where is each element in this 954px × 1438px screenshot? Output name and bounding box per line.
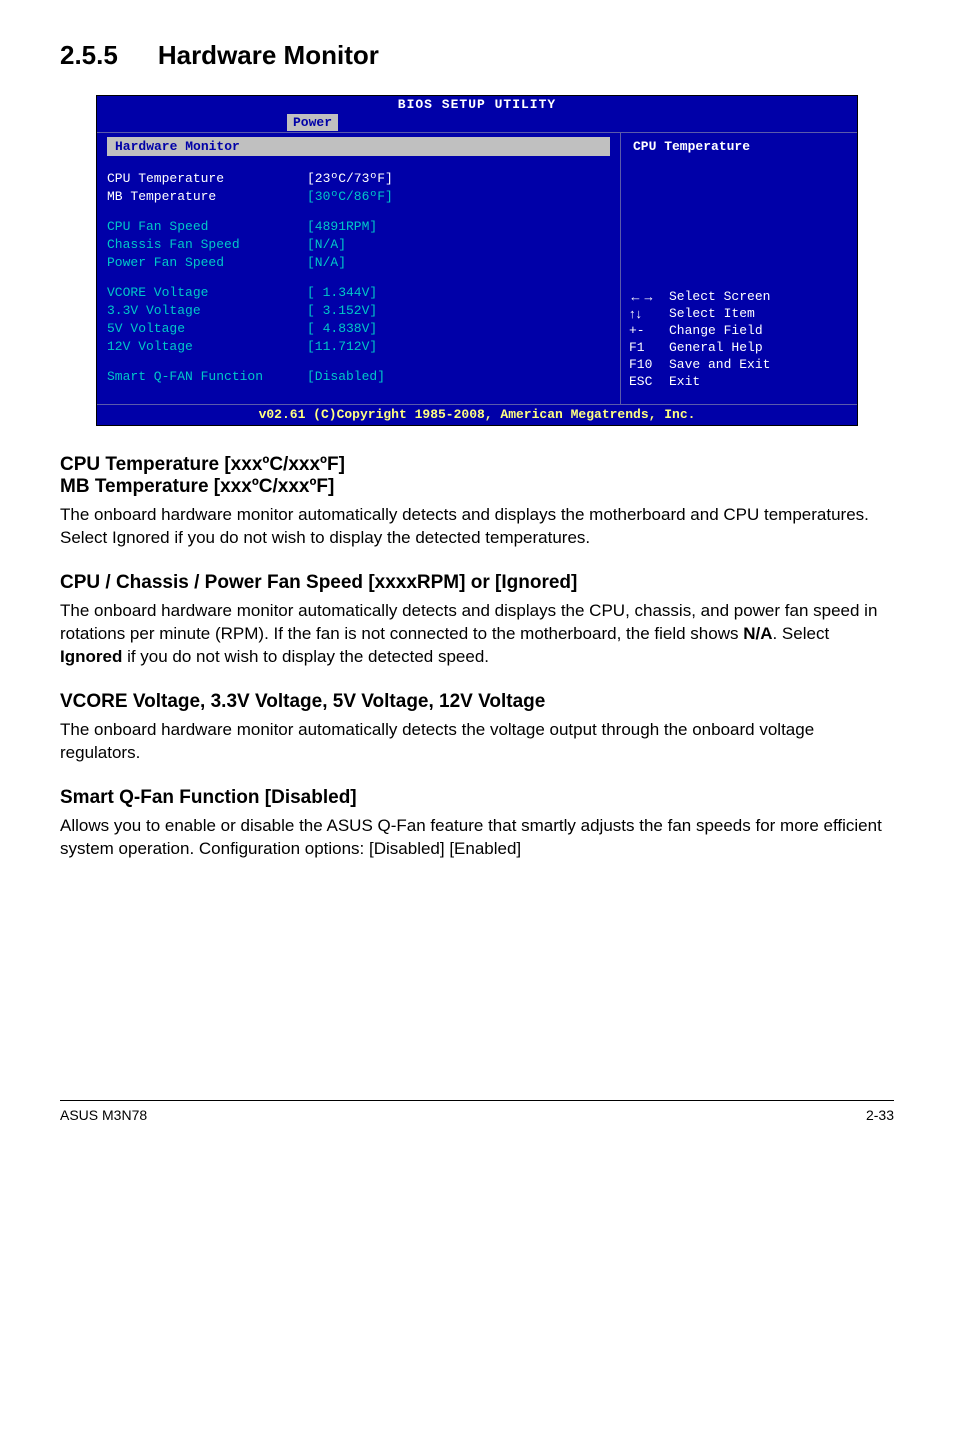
bios-value: [ 1.344V]: [307, 284, 377, 302]
bios-nav-row: +- Change Field: [629, 322, 849, 339]
bios-value: [ 3.152V]: [307, 302, 377, 320]
paragraph-temperatures: The onboard hardware monitor automatical…: [60, 504, 894, 550]
bios-label: Power Fan Speed: [107, 254, 307, 272]
bios-main-panel: Hardware Monitor CPU Temperature [23ºC/7…: [97, 133, 620, 404]
bios-row-cpu-temp[interactable]: CPU Temperature [23ºC/73ºF]: [107, 170, 610, 188]
bios-nav-row: ←→ Select Screen: [629, 288, 849, 305]
bios-tab-row: Power: [97, 114, 857, 132]
bios-label: 5V Voltage: [107, 320, 307, 338]
footer-right: 2-33: [866, 1107, 894, 1123]
heading-qfan: Smart Q-Fan Function [Disabled]: [60, 787, 894, 809]
bios-value: [30ºC/86ºF]: [307, 188, 393, 206]
heading-cpu-temp: CPU Temperature [xxxºC/xxxºF]: [60, 454, 894, 476]
nav-key-icon: +-: [629, 322, 669, 339]
bios-footer: v02.61 (C)Copyright 1985-2008, American …: [97, 404, 857, 425]
nav-desc: Save and Exit: [669, 356, 770, 373]
bios-value: [ 4.838V]: [307, 320, 377, 338]
bios-help-panel: CPU Temperature ←→ Select Screen ↑↓ Sele…: [620, 133, 857, 404]
nav-key-icon: ←→: [629, 288, 669, 305]
bios-row-qfan[interactable]: Smart Q-FAN Function [Disabled]: [107, 368, 610, 386]
bios-tab-power[interactable]: Power: [287, 114, 338, 131]
heading-fan-speed: CPU / Chassis / Power Fan Speed [xxxxRPM…: [60, 572, 894, 594]
page-footer: ASUS M3N78 2-33: [60, 1100, 894, 1123]
bios-row-vcore[interactable]: VCORE Voltage [ 1.344V]: [107, 284, 610, 302]
bios-help-title: CPU Temperature: [629, 137, 849, 156]
section-title: Hardware Monitor: [158, 40, 379, 71]
bios-label: Smart Q-FAN Function: [107, 368, 307, 386]
bios-nav-row: F10 Save and Exit: [629, 356, 849, 373]
bios-value: [23ºC/73ºF]: [307, 170, 393, 188]
bios-title: BIOS SETUP UTILITY: [97, 97, 857, 112]
bios-row-power-fan[interactable]: Power Fan Speed [N/A]: [107, 254, 610, 272]
bios-row-mb-temp[interactable]: MB Temperature [30ºC/86ºF]: [107, 188, 610, 206]
bios-nav-row: F1 General Help: [629, 339, 849, 356]
bios-value: [N/A]: [307, 254, 346, 272]
bios-row-5v[interactable]: 5V Voltage [ 4.838V]: [107, 320, 610, 338]
nav-key-icon: F1: [629, 339, 669, 356]
nav-desc: Change Field: [669, 322, 763, 339]
bios-panel-header: Hardware Monitor: [107, 137, 610, 156]
nav-desc: Select Screen: [669, 288, 770, 305]
heading-voltages: VCORE Voltage, 3.3V Voltage, 5V Voltage,…: [60, 691, 894, 713]
bios-titlebar: BIOS SETUP UTILITY: [97, 96, 857, 114]
bios-row-cpu-fan[interactable]: CPU Fan Speed [4891RPM]: [107, 218, 610, 236]
nav-desc: Select Item: [669, 305, 755, 322]
nav-key-icon: ↑↓: [629, 305, 669, 322]
paragraph-voltages: The onboard hardware monitor automatical…: [60, 719, 894, 765]
bios-nav-row: ↑↓ Select Item: [629, 305, 849, 322]
paragraph-qfan: Allows you to enable or disable the ASUS…: [60, 815, 894, 861]
bios-row-3v3[interactable]: 3.3V Voltage [ 3.152V]: [107, 302, 610, 320]
footer-left: ASUS M3N78: [60, 1107, 147, 1123]
bios-row-12v[interactable]: 12V Voltage [11.712V]: [107, 338, 610, 356]
bios-row-chassis-fan[interactable]: Chassis Fan Speed [N/A]: [107, 236, 610, 254]
section-number: 2.5.5: [60, 40, 118, 71]
bios-nav-row: ESC Exit: [629, 373, 849, 390]
bios-value: [4891RPM]: [307, 218, 377, 236]
bios-nav-hints: ←→ Select Screen ↑↓ Select Item +- Chang…: [629, 288, 849, 390]
section-heading: 2.5.5 Hardware Monitor: [60, 40, 894, 71]
bios-label: CPU Fan Speed: [107, 218, 307, 236]
bios-window: BIOS SETUP UTILITY Power Hardware Monito…: [96, 95, 858, 426]
nav-key-icon: ESC: [629, 373, 669, 390]
heading-mb-temp: MB Temperature [xxxºC/xxxºF]: [60, 476, 894, 498]
bios-value: [Disabled]: [307, 368, 385, 386]
bios-label: CPU Temperature: [107, 170, 307, 188]
bios-value: [11.712V]: [307, 338, 377, 356]
bios-label: MB Temperature: [107, 188, 307, 206]
paragraph-fan-speed: The onboard hardware monitor automatical…: [60, 600, 894, 669]
bios-label: Chassis Fan Speed: [107, 236, 307, 254]
bios-label: 3.3V Voltage: [107, 302, 307, 320]
nav-key-icon: F10: [629, 356, 669, 373]
bios-value: [N/A]: [307, 236, 346, 254]
bios-label: VCORE Voltage: [107, 284, 307, 302]
bios-label: 12V Voltage: [107, 338, 307, 356]
nav-desc: General Help: [669, 339, 763, 356]
nav-desc: Exit: [669, 373, 700, 390]
